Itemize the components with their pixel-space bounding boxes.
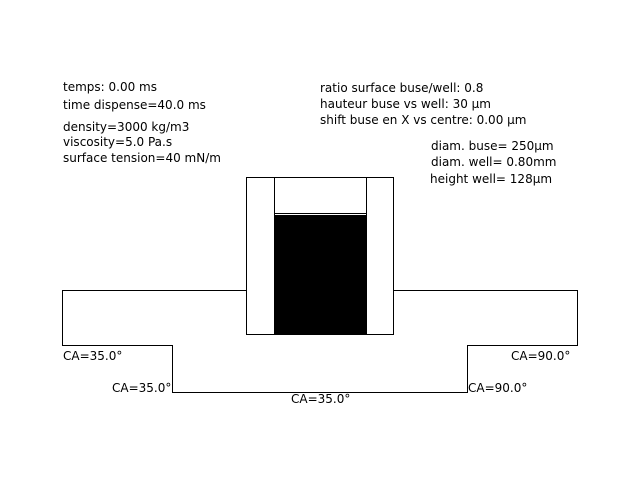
- density-label: density=3000 kg/m3: [63, 120, 190, 134]
- contact-angle-left-top: CA=35.0°: [63, 349, 123, 363]
- well-height-label: height well= 128µm: [430, 172, 553, 186]
- surface-ratio-label: ratio surface buse/well: 0.8: [320, 81, 484, 95]
- fluid-column: [274, 215, 367, 335]
- time-label: temps: 0.00 ms: [63, 80, 157, 94]
- nozzle-diameter-label: diam. buse= 250µm: [431, 139, 554, 153]
- surface-tension-label: surface tension=40 mN/m: [63, 151, 221, 165]
- dispense-time-label: time dispense=40.0 ms: [63, 98, 206, 112]
- nozzle-height-label: hauteur buse vs well: 30 µm: [320, 97, 491, 111]
- well-diameter-label: diam. well= 0.80mm: [431, 155, 557, 169]
- viscosity-label: viscosity=5.0 Pa.s: [63, 135, 173, 149]
- contact-angle-right-step: CA=90.0°: [468, 381, 528, 395]
- nozzle-shift-label: shift buse en X vs centre: 0.00 µm: [320, 113, 527, 127]
- contact-angle-left-step: CA=35.0°: [112, 381, 172, 395]
- contact-angle-right-top: CA=90.0°: [511, 349, 571, 363]
- well-outline: [62, 290, 578, 393]
- contact-angle-bottom: CA=35.0°: [291, 392, 351, 406]
